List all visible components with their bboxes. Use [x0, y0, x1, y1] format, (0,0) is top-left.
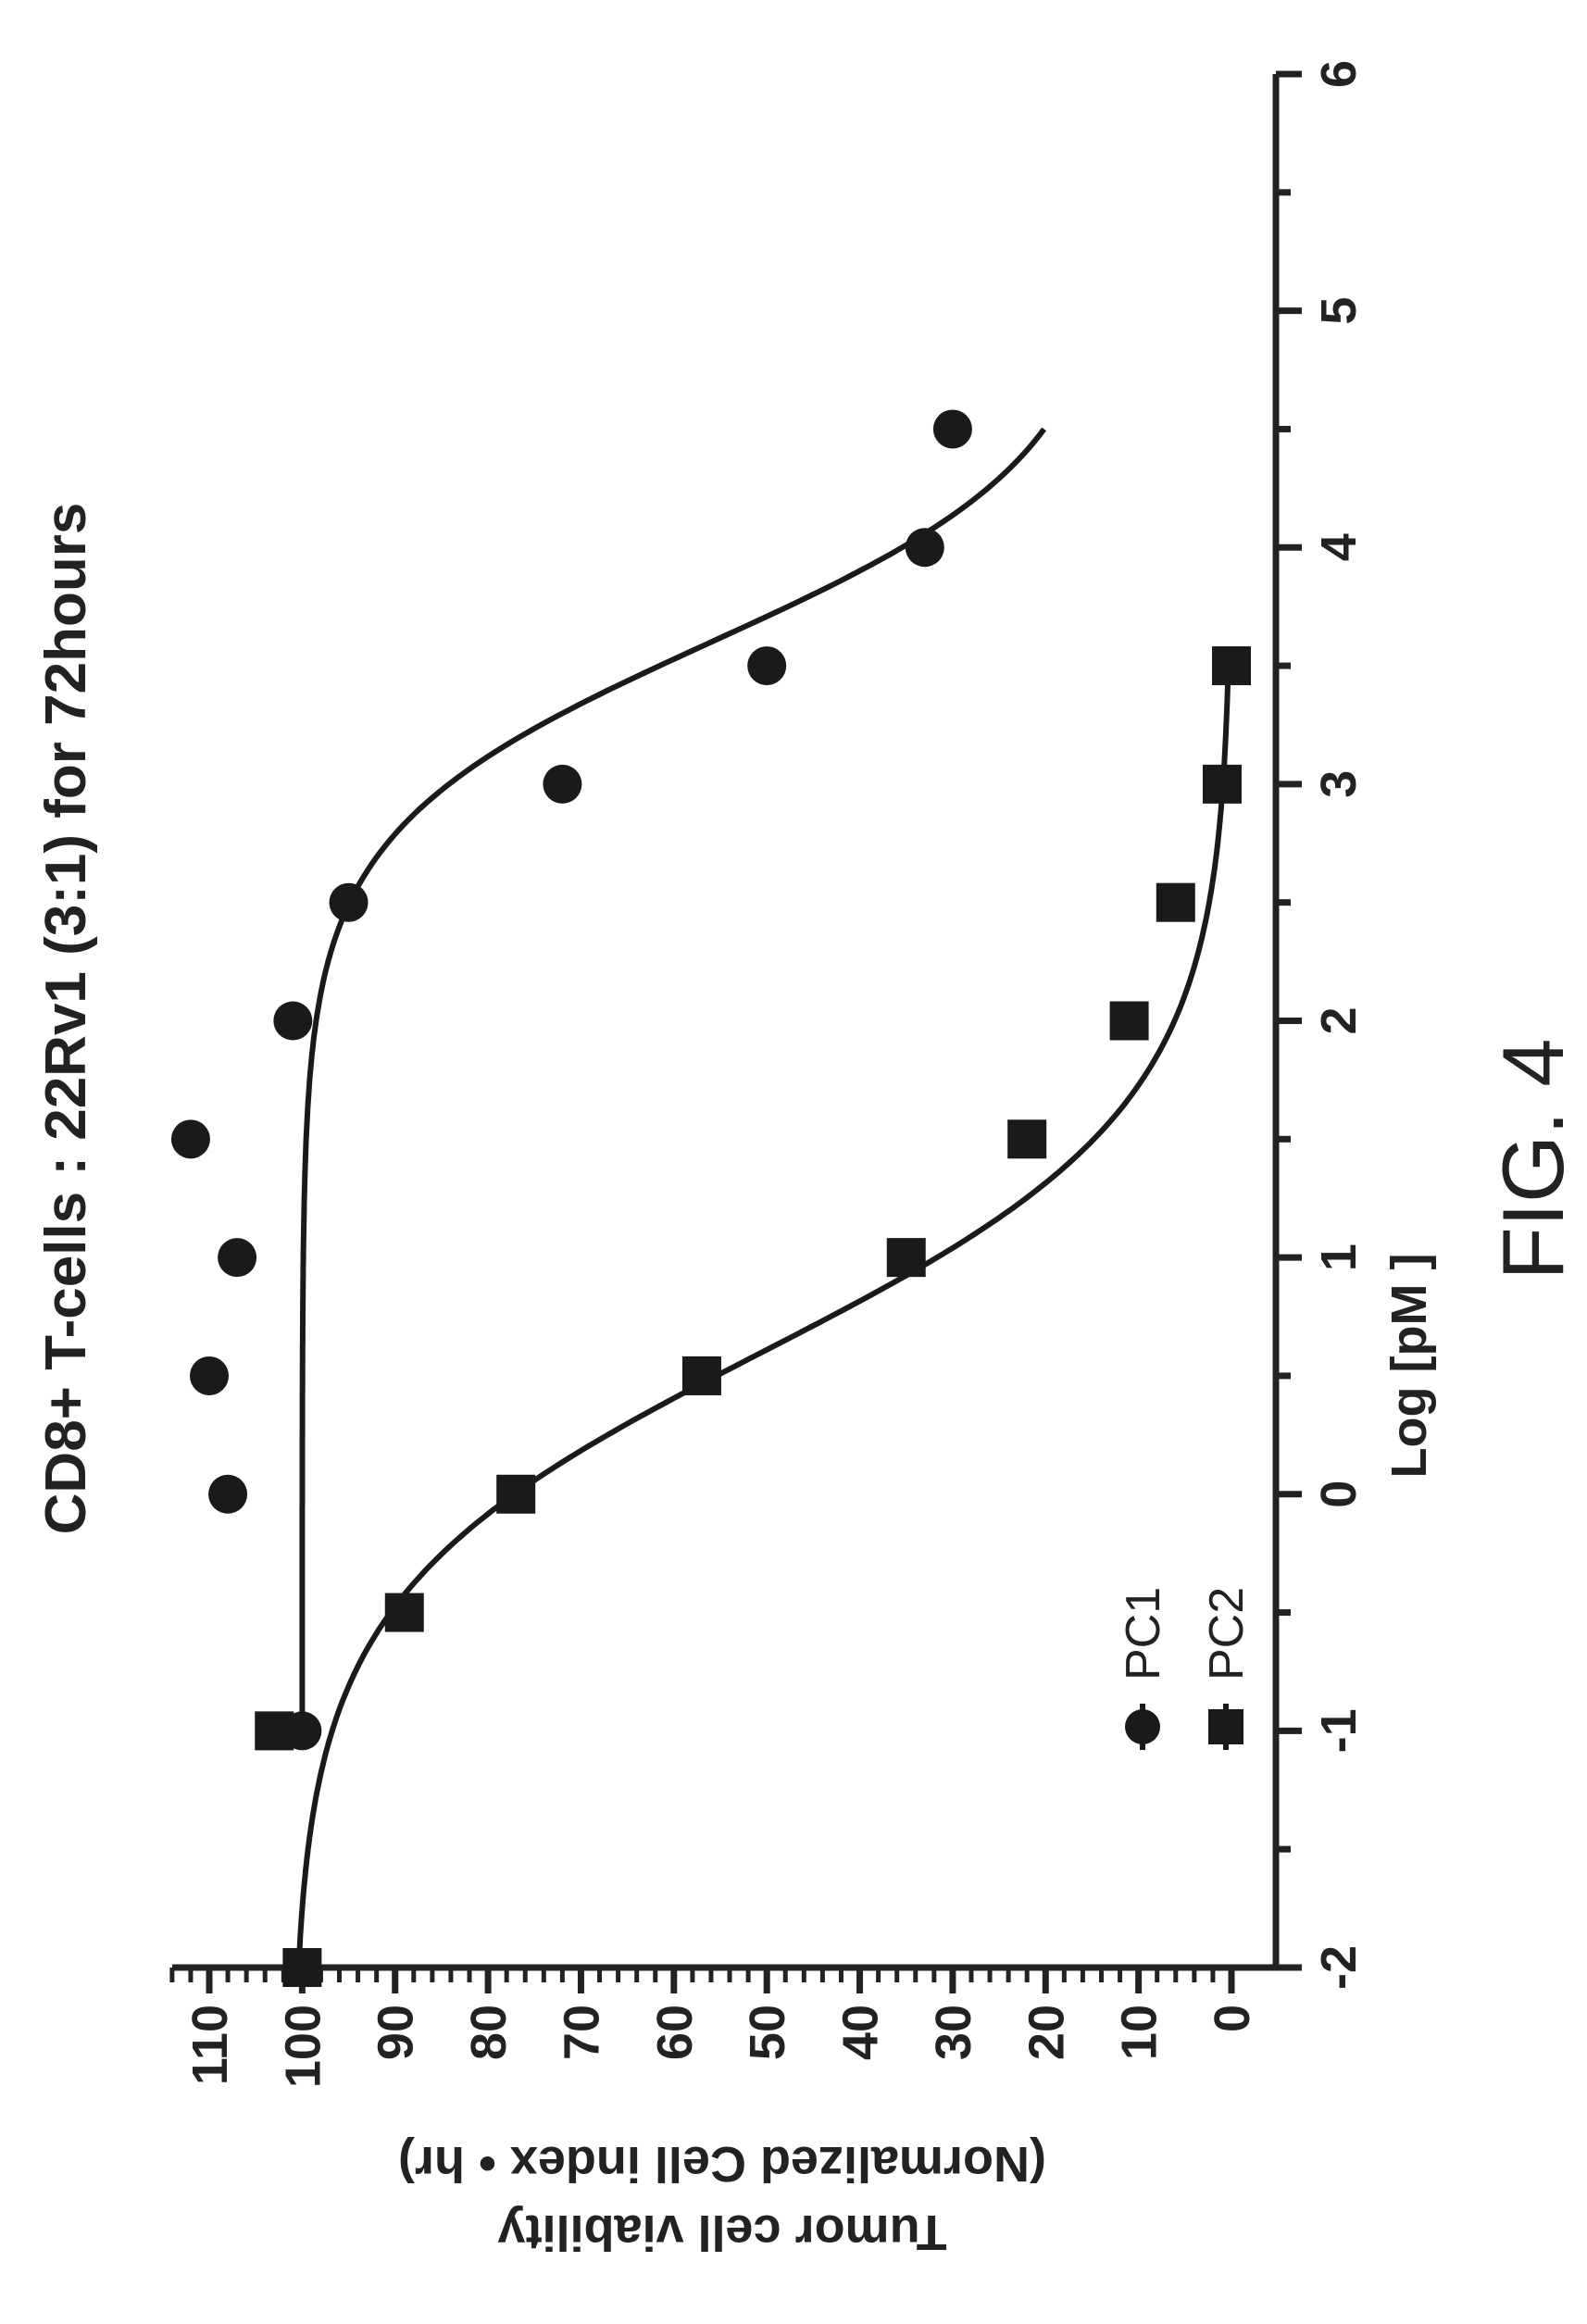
x-tick-label: 6: [1311, 60, 1367, 88]
data-point-pc2: [681, 1356, 721, 1395]
y-tick-label: 0: [1205, 2005, 1260, 2032]
y-tick-label: 50: [740, 2005, 795, 2060]
x-tick-label: 1: [1311, 1243, 1367, 1271]
y-tick-label: 40: [833, 2005, 889, 2060]
y-axis-title-line1: Tumor cell viability: [497, 2205, 946, 2260]
data-point-pc2: [255, 1711, 294, 1751]
y-tick-label: 30: [926, 2005, 981, 2060]
y-tick-label: 70: [554, 2005, 609, 2060]
y-tick-label: 100: [275, 2005, 331, 2088]
y-tick-label: 10: [1112, 2005, 1168, 2060]
data-point-pc1: [170, 1119, 210, 1159]
legend-item-pc2: PC2: [1200, 1587, 1254, 1750]
y-tick-label: 20: [1018, 2005, 1074, 2060]
chart-title: CD8+ T-cells : 22Rv1 (3:1) for 72hours: [34, 503, 98, 1535]
data-point-pc1: [932, 409, 972, 449]
fit-curve-pc2: [295, 666, 1231, 1968]
x-tick-label: -2: [1311, 1945, 1367, 1990]
legend-label: PC1: [1117, 1587, 1170, 1681]
data-point-pc1: [208, 1474, 248, 1514]
data-point-pc2: [1202, 764, 1242, 804]
y-axis-ticks: 0 10 20 30 40 50 60 70 80 90 100 110: [169, 1968, 1260, 2088]
legend-item-pc1: PC1: [1117, 1587, 1170, 1750]
data-point-pc1: [543, 764, 582, 804]
data-point-pc2: [1007, 1119, 1047, 1159]
y-axis-title-line2: (Normalized Cell index • hr): [398, 2136, 1046, 2192]
data-point-pc2: [496, 1474, 536, 1514]
data-point-pc2: [282, 1948, 322, 1987]
y-tick-label: 90: [369, 2005, 424, 2060]
x-axis-title: Log [pM ]: [1381, 1254, 1437, 1479]
data-point-pc2: [1109, 1001, 1149, 1041]
legend: PC1 PC2: [1117, 1587, 1254, 1750]
x-tick-label: 2: [1311, 1006, 1367, 1034]
x-tick-label: -1: [1311, 1708, 1367, 1753]
data-point-pc1: [218, 1238, 257, 1278]
data-point-pc2: [1212, 646, 1251, 686]
data-point-pc1: [190, 1356, 229, 1395]
x-tick-label: 4: [1311, 533, 1367, 561]
data-point-pc1: [329, 882, 369, 922]
data-point-pc1: [273, 1001, 313, 1041]
y-tick-label: 80: [461, 2005, 517, 2060]
x-tick-label: 3: [1311, 770, 1367, 798]
data-point-pc2: [886, 1238, 926, 1278]
legend-marker-circle: [1125, 1709, 1160, 1744]
x-tick-label: 5: [1311, 297, 1367, 325]
y-tick-label: 60: [647, 2005, 703, 2060]
y-tick-label: 110: [182, 2005, 238, 2085]
legend-marker-square: [1208, 1709, 1243, 1744]
data-points: [170, 409, 1251, 1987]
data-point-pc2: [1156, 882, 1195, 922]
data-point-pc2: [384, 1593, 424, 1632]
x-axis-ticks: -2 -1 0 1 2 3 4 5 6: [1276, 60, 1367, 1990]
data-point-pc1: [747, 646, 787, 686]
legend-label: PC2: [1200, 1587, 1254, 1681]
data-point-pc1: [905, 528, 944, 568]
chart: CD8+ T-cells : 22Rv1 (3:1) for 72hours -…: [34, 60, 1581, 2260]
fit-curve-pc1: [299, 427, 1047, 1731]
fit-curves: [295, 427, 1231, 1968]
x-tick-label: 0: [1311, 1481, 1367, 1508]
figure-caption: FIG. 4: [1484, 1038, 1581, 1280]
